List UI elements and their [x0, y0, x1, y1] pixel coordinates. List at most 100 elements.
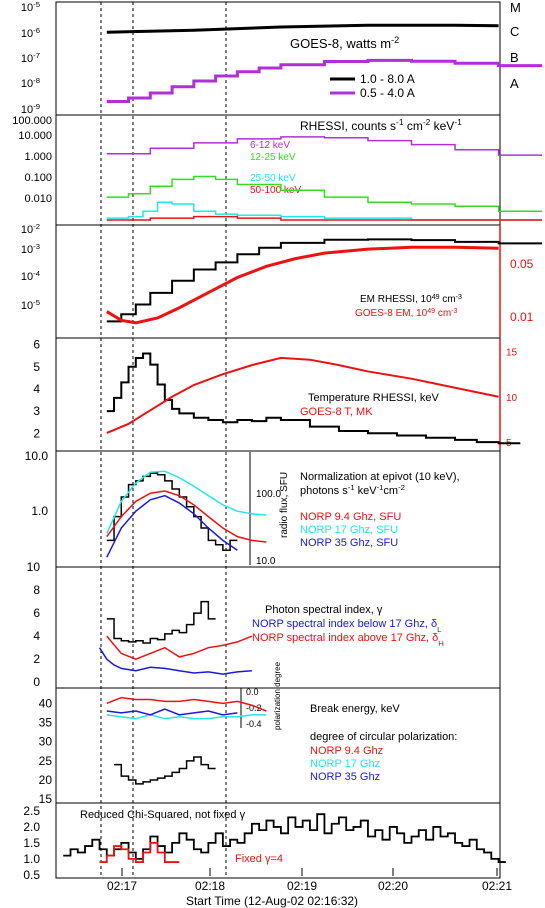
radio-axis-label: radio flux, SFU — [279, 472, 290, 538]
series-black — [106, 600, 216, 644]
legend-entry: NORP 35 Ghz, SFU — [300, 537, 398, 549]
y-tick-label: 6 — [33, 338, 40, 352]
y-tick-label: 25 — [39, 754, 53, 768]
y-tick-label: 3 — [33, 404, 40, 418]
y-tick-label: 2.0 — [23, 820, 40, 834]
goes-class-label: B — [510, 50, 519, 65]
y-tick-label: 35 — [39, 716, 53, 730]
x-axis-label: Start Time (12-Aug-02 02:16:32) — [186, 894, 358, 908]
rhessi-title: RHESSI, counts s-1 cm-2 keV-1 — [300, 117, 462, 133]
y-tick-label: 1.0 — [23, 852, 40, 866]
series-cyan — [106, 201, 543, 221]
panel-frame — [55, 1, 501, 116]
y-tick-label: 2.5 — [23, 804, 40, 818]
y-tick-label: 10-7 — [21, 51, 40, 66]
radio-tick-label: 10.0 — [256, 556, 276, 567]
goes-title: GOES-8, watts m-2 — [290, 35, 399, 51]
y-tick-label: 8 — [33, 583, 40, 597]
series-black — [106, 23, 499, 34]
y-tick-label: 20 — [39, 773, 53, 787]
series-black — [106, 238, 543, 323]
series-black — [106, 352, 521, 445]
legend-entry: NORP 9.4 Ghz — [310, 745, 383, 757]
legend-entry: NORP spectral index above 17 Ghz, δH — [252, 632, 444, 648]
legend-entry: 1.0 - 8.0 A — [360, 72, 415, 86]
panel-frame — [55, 802, 501, 879]
series-red — [106, 215, 543, 221]
series-red — [106, 635, 253, 660]
x-tick-label: 02:21 — [482, 879, 512, 893]
right-tick-label: 0.01 — [510, 310, 534, 324]
series-red — [106, 696, 267, 712]
y-tick-label: 0.100 — [24, 172, 52, 184]
y-tick-label: 2 — [33, 652, 40, 666]
polarization-tick-label: -0.2 — [246, 703, 262, 713]
y-tick-label: 1.000 — [24, 151, 52, 163]
series-red — [106, 490, 267, 543]
series-blue — [106, 494, 238, 558]
polarization-tick-label: -0.4 — [246, 719, 262, 729]
legend-entry: Break energy, keV — [310, 703, 400, 715]
x-tick-label: 02:19 — [287, 879, 317, 893]
right-tick-label: 15 — [506, 348, 518, 359]
legend-entry: EM RHESSI, 1049 cm-3 — [360, 294, 462, 306]
radio-tick-label: 100.0 — [256, 489, 281, 500]
polarization-axis-label: polarization degree — [273, 661, 282, 730]
y-tick-label: 10.000 — [18, 130, 52, 142]
goes-class-label: C — [510, 24, 519, 39]
series-cyan — [106, 714, 267, 720]
y-tick-label: 0.5 — [23, 868, 40, 882]
y-tick-label: 10.0 — [25, 449, 49, 463]
right-tick-label: 10 — [506, 393, 518, 404]
y-tick-label: 6 — [33, 606, 40, 620]
y-tick-label: 5 — [33, 360, 40, 374]
y-tick-label: 1.5 — [23, 836, 40, 850]
y-tick-label: 10-5 — [21, 298, 40, 313]
y-tick-label: 10-2 — [21, 222, 40, 237]
y-tick-label: 30 — [39, 735, 53, 749]
series-red — [106, 245, 499, 325]
panel-frame — [55, 450, 501, 568]
legend-entry: photons s-1 keV-1cm-2 — [300, 483, 405, 498]
series-magenta — [106, 136, 543, 156]
rhessi-band-label: 12-25 keV — [250, 152, 296, 163]
polarization-tick-label: 0.0 — [246, 687, 259, 697]
legend-entry: Reduced Chi-Squared, not fixed γ — [80, 809, 246, 821]
y-tick-label: 1.0 — [31, 504, 48, 518]
legend-entry: degree of circular polarization: — [310, 731, 457, 743]
legend-entry: NORP 17 Ghz, SFU — [300, 524, 398, 536]
goes-class-label: A — [510, 76, 519, 91]
y-tick-label: 2 — [33, 426, 40, 440]
legend-entry: GOES-8 T, MK — [300, 406, 373, 418]
y-tick-label: 10-4 — [21, 269, 41, 284]
series-black — [114, 756, 216, 785]
y-tick-label: 15 — [39, 792, 53, 806]
y-tick-label: 0.010 — [24, 193, 52, 205]
y-tick-label: 10-9 — [21, 102, 40, 117]
y-tick-label: 10-8 — [21, 76, 40, 91]
legend-entry: NORP spectral index below 17 Ghz, δL — [252, 618, 442, 634]
x-tick-label: 02:17 — [107, 879, 137, 893]
legend-entry: NORP 9.4 Ghz, SFU — [300, 511, 401, 523]
legend-entry: Temperature RHESSI, keV — [308, 392, 439, 404]
legend-entry: Normalization at epivot (10 keV), — [300, 471, 460, 483]
legend-entry: NORP 35 Ghz — [310, 771, 380, 783]
rhessi-band-label: 25-50 keV — [250, 173, 296, 184]
legend-entry: Fixed γ=4 — [235, 853, 283, 865]
series-black — [63, 813, 506, 863]
y-tick-label: 4 — [33, 629, 40, 643]
legend-entry: 0.5 - 4.0 A — [360, 86, 415, 100]
legend-entry: Photon spectral index, γ — [265, 604, 383, 616]
y-tick-label: 40 — [39, 696, 53, 710]
y-tick-label: 4 — [33, 382, 40, 396]
y-tick-label: 10-3 — [21, 242, 40, 257]
x-tick-label: 02:18 — [195, 879, 225, 893]
y-tick-label: 0 — [33, 675, 40, 689]
legend-entry: GOES-8 EM, 1049 cm-3 — [355, 308, 457, 320]
y-tick-label: 10-5 — [21, 0, 40, 14]
right-tick-label: 0.05 — [510, 257, 534, 271]
goes-class-label: M — [510, 0, 521, 15]
series-blue — [106, 708, 238, 716]
legend-entry: NORP 17 Ghz — [310, 758, 380, 770]
